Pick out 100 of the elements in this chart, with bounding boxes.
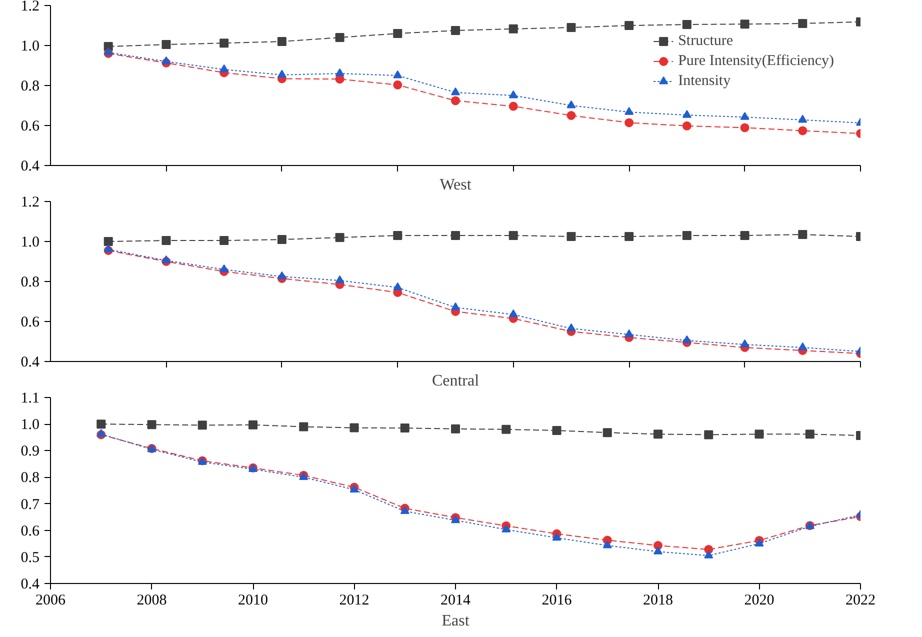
point <box>393 80 402 90</box>
x-tick-label: 2016 <box>542 592 572 608</box>
point <box>798 342 808 350</box>
point <box>508 231 518 240</box>
y-tick-label: 1.2 <box>20 0 40 14</box>
point <box>740 123 750 132</box>
x-axis-title: Central <box>432 372 480 390</box>
point <box>682 110 692 118</box>
point <box>393 70 402 78</box>
y-tick-label: 0.9 <box>20 444 40 460</box>
point <box>798 19 808 28</box>
y-tick-label: 0.4 <box>20 354 40 370</box>
legend-label: Intensity <box>678 72 731 90</box>
y-tick-label: 1.0 <box>20 234 40 250</box>
point <box>393 231 402 240</box>
point <box>451 231 460 240</box>
point <box>220 64 229 72</box>
y-tick-label: 0.6 <box>20 523 40 540</box>
point <box>624 118 634 128</box>
y-tick-label: 0.4 <box>20 158 40 174</box>
point <box>502 424 511 434</box>
point <box>162 236 171 245</box>
point <box>400 506 410 514</box>
point <box>552 426 562 435</box>
y-tick-label: 0.4 <box>20 576 40 592</box>
legend-label: Structure <box>678 32 734 50</box>
point <box>335 33 344 42</box>
point <box>299 422 308 432</box>
x-tick-label: 2012 <box>339 592 370 608</box>
point <box>451 26 460 35</box>
point <box>602 428 612 438</box>
point <box>198 420 207 430</box>
point <box>335 233 344 242</box>
point <box>277 271 286 280</box>
point <box>96 429 106 437</box>
point <box>624 329 634 338</box>
point <box>566 232 576 241</box>
point <box>704 550 714 558</box>
y-tick-label: 0.8 <box>20 78 40 94</box>
point <box>220 236 229 245</box>
point <box>104 237 113 246</box>
y-tick-label: 0.8 <box>20 274 40 290</box>
point <box>277 235 286 244</box>
x-axis-title: West <box>440 176 472 194</box>
point <box>104 47 113 56</box>
point <box>798 126 808 136</box>
point <box>451 87 460 96</box>
x-tick-label: 2010 <box>238 592 268 608</box>
point <box>162 56 171 64</box>
x-tick-label: 2020 <box>744 592 774 608</box>
y-tick-label: 1.0 <box>20 38 40 54</box>
point <box>682 20 692 29</box>
point <box>624 106 634 115</box>
y-tick-label: 1.1 <box>20 390 40 406</box>
point <box>220 264 229 272</box>
y-tick-label: 0.6 <box>20 314 40 330</box>
point <box>805 430 814 439</box>
point <box>740 112 750 120</box>
point <box>740 339 750 348</box>
point <box>566 23 576 32</box>
point <box>451 302 460 310</box>
point <box>552 532 562 541</box>
point <box>754 538 764 546</box>
point <box>798 230 808 239</box>
x-tick-label: 2022 <box>846 592 876 608</box>
point <box>147 420 156 430</box>
x-tick-label: 2008 <box>136 592 167 608</box>
point <box>451 424 460 434</box>
point <box>654 546 662 554</box>
point <box>350 423 359 432</box>
point <box>451 96 460 106</box>
point <box>566 100 576 108</box>
point <box>335 275 344 284</box>
legend-label: Pure Intensity(Efficiency) <box>678 52 834 70</box>
point <box>624 232 634 241</box>
point <box>502 524 511 532</box>
x-axis-title: East <box>442 612 470 630</box>
y-tick-label: 0.8 <box>20 470 40 486</box>
x-tick-label: 2006 <box>36 592 66 608</box>
point <box>682 335 692 344</box>
point <box>393 282 402 290</box>
point <box>682 121 692 130</box>
point <box>740 20 750 29</box>
point <box>754 430 764 439</box>
point <box>704 430 714 440</box>
point <box>566 111 576 120</box>
point <box>682 231 692 240</box>
x-tick-label: 2014 <box>440 592 471 608</box>
y-tick-label: 1.0 <box>20 417 40 434</box>
point <box>654 430 662 439</box>
point <box>248 420 258 430</box>
point <box>96 420 106 429</box>
point <box>104 244 113 252</box>
y-tick-label: 0.5 <box>20 550 40 566</box>
point <box>335 68 344 76</box>
y-tick-label: 0.6 <box>20 118 40 134</box>
y-tick-label: 1.2 <box>20 194 40 210</box>
point <box>798 114 808 123</box>
point <box>277 70 286 78</box>
point <box>277 37 286 46</box>
